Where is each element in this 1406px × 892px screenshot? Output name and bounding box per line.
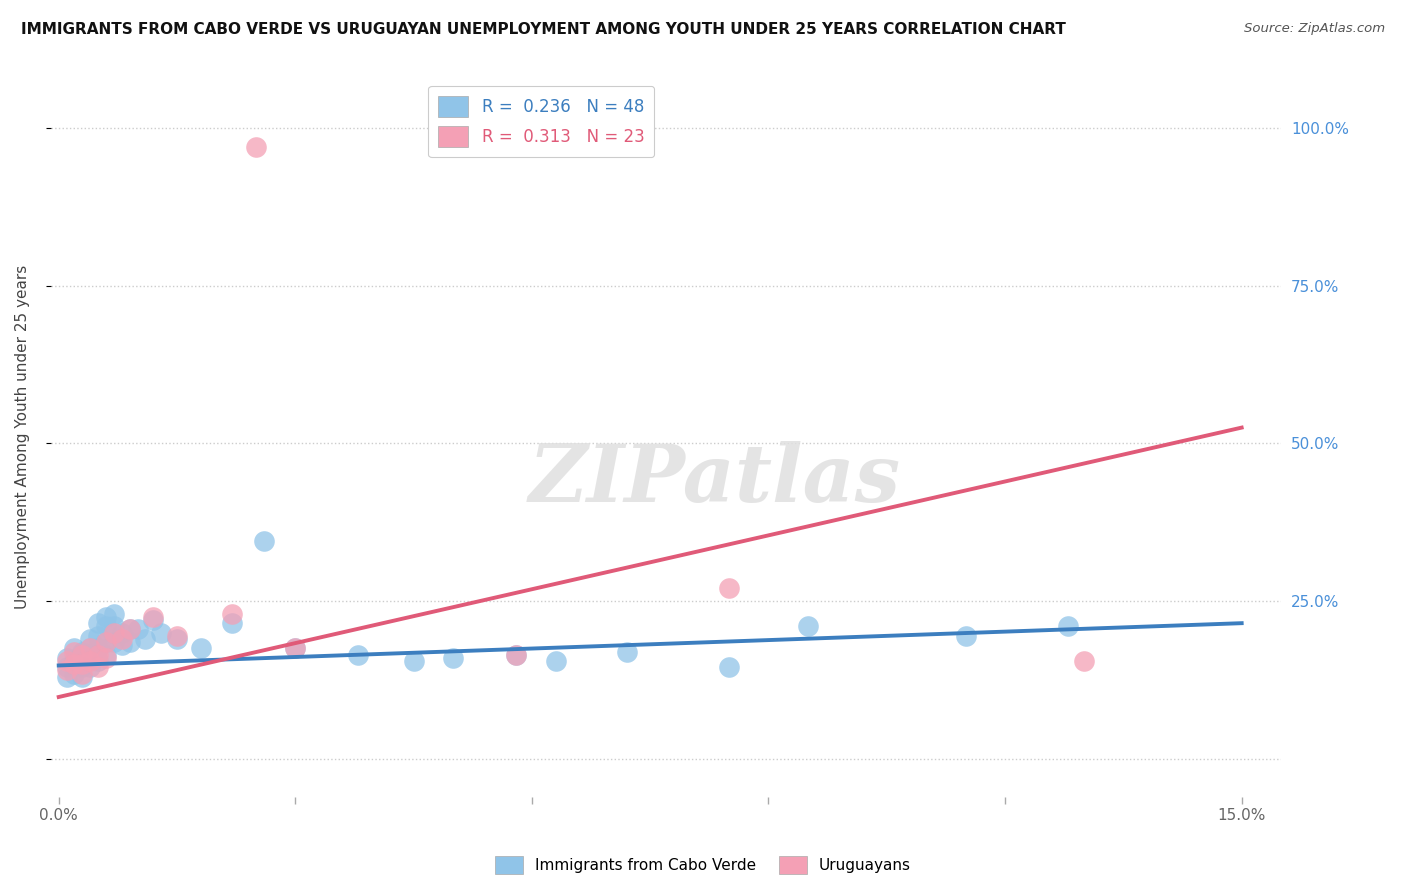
Point (797, 619, 820, 633)
Point (284, 641, 307, 656)
Legend: Immigrants from Cabo Verde, Uruguayans: Immigrants from Cabo Verde, Uruguayans (489, 850, 917, 880)
Point (718, 660, 741, 674)
Text: Source: ZipAtlas.com: Source: ZipAtlas.com (1244, 22, 1385, 36)
Point (616, 644, 638, 658)
Point (72, 660, 94, 674)
Point (79, 660, 101, 674)
Point (94, 635, 117, 649)
Text: ZIPatlas: ZIPatlas (529, 442, 901, 519)
Point (718, 582, 741, 596)
Point (55, 654, 77, 668)
Point (505, 648, 527, 662)
Point (63, 654, 86, 668)
Point (955, 629, 977, 643)
Point (94, 619, 117, 633)
Point (1073, 654, 1095, 668)
Point (72, 644, 94, 658)
Point (94, 651, 117, 665)
Point (63, 641, 86, 656)
Point (134, 632, 156, 646)
Point (72, 657, 94, 672)
Text: IMMIGRANTS FROM CABO VERDE VS URUGUAYAN UNEMPLOYMENT AMONG YOUTH UNDER 25 YEARS : IMMIGRANTS FROM CABO VERDE VS URUGUAYAN … (21, 22, 1066, 37)
Point (55, 660, 77, 674)
Point (63, 644, 86, 658)
Point (142, 613, 165, 627)
Point (245, 140, 267, 154)
Point (118, 623, 141, 637)
Point (87, 654, 110, 668)
Point (79, 641, 101, 656)
Point (544, 654, 567, 668)
Point (103, 635, 125, 649)
Point (118, 623, 141, 637)
Point (166, 629, 188, 643)
Point (221, 607, 243, 621)
Point (94, 635, 117, 649)
Point (87, 660, 110, 674)
Point (79, 632, 101, 646)
Point (87, 629, 110, 643)
Point (441, 651, 464, 665)
Point (253, 534, 276, 549)
Point (72, 648, 94, 662)
Point (63, 657, 86, 672)
Point (87, 616, 110, 631)
Point (94, 648, 117, 662)
Point (72, 666, 94, 681)
Point (79, 641, 101, 656)
Point (166, 632, 188, 646)
Point (72, 670, 94, 684)
Point (72, 651, 94, 665)
Point (150, 625, 173, 640)
Point (402, 654, 425, 668)
Point (87, 641, 110, 656)
Point (111, 638, 134, 652)
Point (221, 616, 243, 631)
Point (94, 610, 117, 624)
Y-axis label: Unemployment Among Youth under 25 years: Unemployment Among Youth under 25 years (15, 265, 30, 609)
Point (55, 664, 77, 678)
Point (103, 625, 125, 640)
Point (190, 641, 212, 656)
Point (103, 619, 125, 633)
Point (127, 623, 149, 637)
Point (111, 625, 134, 640)
Point (79, 651, 101, 665)
Point (55, 651, 77, 665)
Point (142, 610, 165, 624)
Point (347, 648, 370, 662)
Legend: R =  0.236   N = 48, R =  0.313   N = 23: R = 0.236 N = 48, R = 0.313 N = 23 (429, 86, 654, 157)
Point (63, 666, 86, 681)
Point (55, 670, 77, 684)
Point (87, 648, 110, 662)
Point (111, 632, 134, 646)
Point (505, 648, 527, 662)
Point (118, 635, 141, 649)
Point (1057, 619, 1080, 633)
Point (103, 607, 125, 621)
Point (284, 641, 307, 656)
Point (79, 654, 101, 668)
